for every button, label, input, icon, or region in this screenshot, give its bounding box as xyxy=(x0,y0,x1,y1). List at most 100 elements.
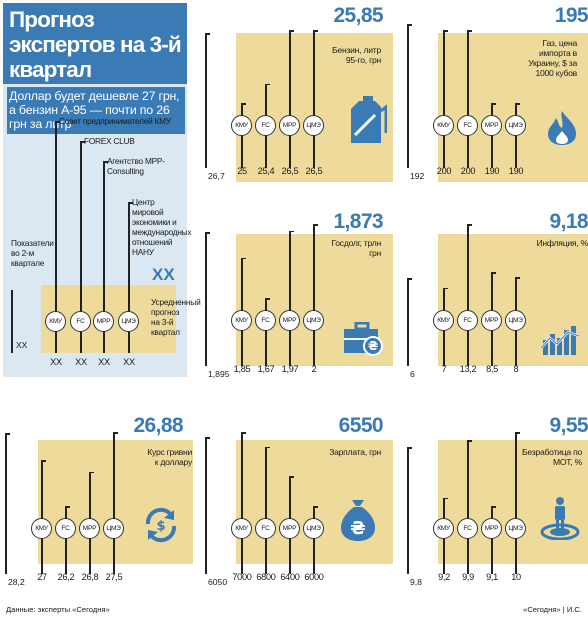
money-bag-icon: ₴ xyxy=(340,498,376,547)
series-stem-tick xyxy=(265,83,270,86)
legend-previous-value: XX xyxy=(16,340,28,350)
series-marker: MPP xyxy=(481,115,502,136)
series-value: 7000 xyxy=(232,572,252,582)
previous-value: 192 xyxy=(410,171,425,181)
series-marker: FC xyxy=(457,310,478,331)
series-marker: MPP xyxy=(481,518,502,539)
series-stem-tick xyxy=(491,506,496,508)
series-stem xyxy=(313,506,315,574)
previous-stem xyxy=(407,278,409,366)
series-stem-tick xyxy=(289,30,294,32)
series-value: 6000 xyxy=(304,572,324,582)
series-marker: MPP xyxy=(279,310,300,331)
legend-stem-tick xyxy=(128,202,133,204)
chart-band xyxy=(438,33,588,182)
series-value: 8,5 xyxy=(486,364,498,374)
legend-source-label: Совет предпринимателей КМУ xyxy=(59,116,171,126)
series-stem-tick xyxy=(89,471,94,474)
series-stem xyxy=(467,224,469,366)
inflation-chart-icon xyxy=(540,324,580,361)
previous-stem-tick xyxy=(407,447,412,449)
series-stem-tick xyxy=(265,446,270,449)
series-marker: ЦМЭ xyxy=(505,310,526,331)
series-marker: FC xyxy=(457,518,478,539)
footer-credit: «Сегодня» | И.С. xyxy=(523,605,582,614)
series-value: 10 xyxy=(511,572,521,582)
series-stem xyxy=(265,446,267,574)
series-stem-tick xyxy=(491,103,496,105)
series-value: 26,8 xyxy=(81,572,99,582)
previous-value: 28,2 xyxy=(8,577,25,587)
series-stem-tick xyxy=(515,103,520,105)
panel-title: Безработица по МОТ, % xyxy=(522,447,583,467)
legend-stem-tick xyxy=(80,141,85,143)
previous-value: 6 xyxy=(410,369,415,379)
series-marker: FC xyxy=(255,518,276,539)
person-target-icon xyxy=(540,496,580,545)
previous-value: 9,8 xyxy=(410,577,422,587)
forecast-value: 9,18 xyxy=(549,210,588,233)
panel-title: Газ, цена импорта в Украину, $ за 1000 к… xyxy=(528,38,577,78)
forecast-value: 195 xyxy=(554,4,588,27)
legend-previous-stem xyxy=(11,290,13,353)
series-stem-tick xyxy=(241,432,246,434)
series-value: 27 xyxy=(37,572,47,582)
legend-source-marker: ЦМЭ xyxy=(118,311,139,332)
series-stem-tick xyxy=(515,432,520,434)
previous-stem-tick xyxy=(407,24,412,26)
series-stem-tick xyxy=(41,460,46,463)
previous-stem-tick xyxy=(205,437,210,439)
legend-source-marker: КМУ xyxy=(45,311,66,332)
series-marker: MPP xyxy=(279,518,300,539)
series-stem xyxy=(313,30,315,168)
series-value: 27,5 xyxy=(105,572,123,582)
legend-stem-tick xyxy=(55,121,60,123)
series-marker: MPP xyxy=(481,310,502,331)
forecast-value: 25,85 xyxy=(333,4,383,27)
legend-subtitle: Доллар будет дешевле 27 грн, а бензин А-… xyxy=(7,87,185,134)
series-marker: КМУ xyxy=(231,518,252,539)
series-stem xyxy=(289,30,291,168)
series-value: 6400 xyxy=(280,572,300,582)
forecast-value: 26,88 xyxy=(133,414,183,437)
previous-value: 26,7 xyxy=(208,171,225,181)
forecast-value: 6550 xyxy=(338,414,384,437)
legend-source-label: Центр мировой экономики и международных … xyxy=(132,197,192,257)
svg-text:₴: ₴ xyxy=(368,339,378,353)
series-stem-tick xyxy=(443,497,448,500)
legend-source-value: XX xyxy=(98,357,110,367)
legend-title: Прогноз экспертов на 3-й квартал xyxy=(9,7,182,82)
series-value: 26,5 xyxy=(281,166,299,176)
series-value: 25 xyxy=(237,166,247,176)
previous-stem xyxy=(407,447,409,574)
series-marker: КМУ xyxy=(433,115,454,136)
series-marker: ЦМЭ xyxy=(303,115,324,136)
series-stem-tick xyxy=(313,30,318,32)
legend-source-value: XX xyxy=(50,357,62,367)
legend-source-marker: FC xyxy=(70,311,91,332)
fuel-canister-icon xyxy=(345,95,388,152)
series-stem-tick xyxy=(265,298,270,300)
series-value: 200 xyxy=(460,166,476,176)
series-stem xyxy=(313,224,315,366)
series-value: 9,2 xyxy=(438,572,450,582)
svg-text:$: $ xyxy=(156,519,165,534)
series-value: 9,1 xyxy=(486,572,498,582)
previous-stem xyxy=(205,232,207,366)
series-stem-tick xyxy=(467,224,472,226)
series-marker: FC xyxy=(255,115,276,136)
legend-average-note: Усредненный прогноз на 3-й квартал xyxy=(151,297,201,337)
series-stem xyxy=(65,506,67,574)
series-marker: FC xyxy=(457,115,478,136)
series-stem-tick xyxy=(491,272,496,274)
series-value: 7 xyxy=(441,364,447,374)
gas-flame-icon xyxy=(546,110,578,151)
series-value: 2 xyxy=(311,364,317,374)
series-marker: FC xyxy=(255,310,276,331)
series-stem xyxy=(491,506,493,574)
series-value: 8 xyxy=(513,364,519,374)
series-value: 6800 xyxy=(256,572,276,582)
series-marker: ЦМЭ xyxy=(505,518,526,539)
legend-source-label: FOREX CLUB xyxy=(84,136,135,146)
series-stem xyxy=(241,432,243,574)
